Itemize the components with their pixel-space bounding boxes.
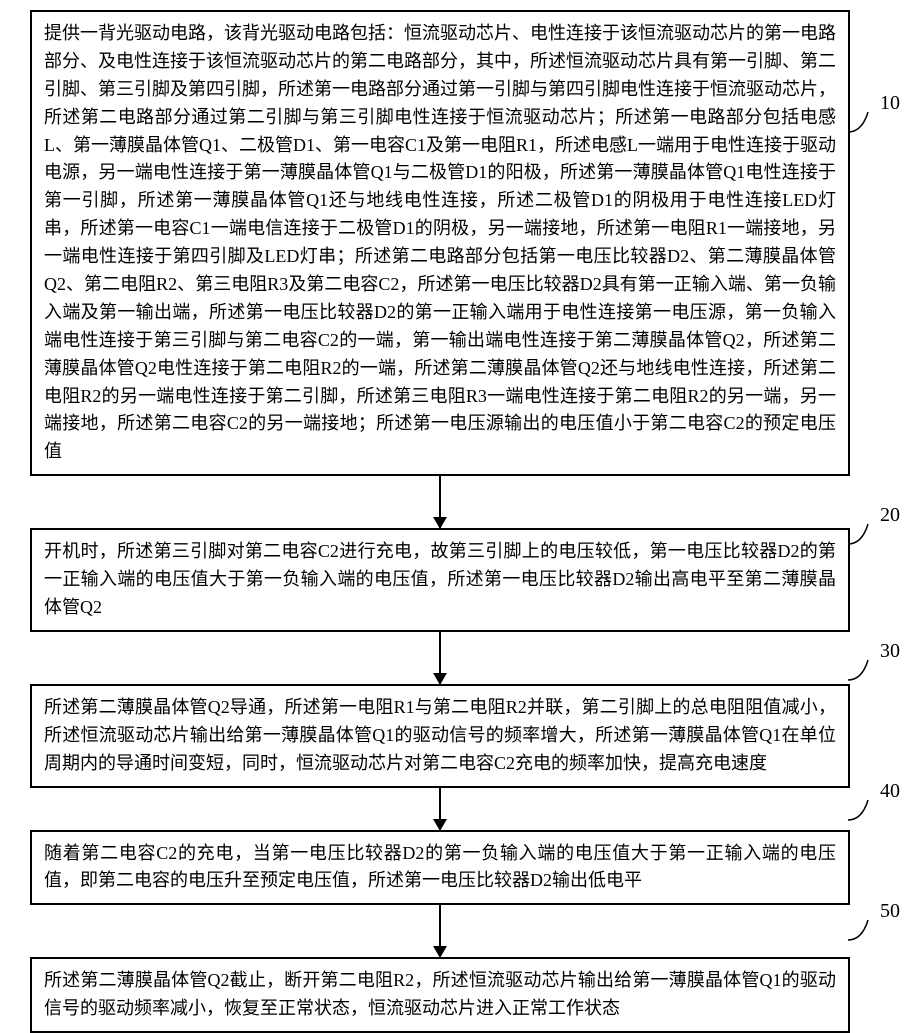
step-box-20: 开机时，所述第三引脚对第二电容C2进行充电，故第三引脚上的电压较低，第一电压比较… [30,528,850,632]
step-label-40: 40 [880,780,900,803]
step-label-30: 30 [880,640,900,663]
step-text: 提供一背光驱动电路，该背光驱动电路包括：恒流驱动芯片、电性连接于该恒流驱动芯片的… [44,23,836,461]
lead-line-40 [848,796,874,826]
step-label-text: 50 [880,900,900,922]
arrow-connector [439,905,441,957]
step-text: 随着第二电容C2的充电，当第一电压比较器D2的第一负输入端的电压值大于第一正输入… [44,843,836,891]
step-label-50: 50 [880,900,900,923]
step-box-30: 所述第二薄膜晶体管Q2导通，所述第一电阻R1与第二电阻R2并联，第二引脚上的总电… [30,684,850,788]
step-box-50: 所述第二薄膜晶体管Q2截止，断开第二电阻R2，所述恒流驱动芯片输出给第一薄膜晶体… [30,957,850,1033]
step-label-10: 10 [880,92,900,115]
arrow-connector [439,632,441,684]
arrow-connector [439,788,441,830]
step-label-text: 30 [880,640,900,662]
lead-line-20 [848,520,874,550]
step-text: 所述第二薄膜晶体管Q2导通，所述第一电阻R1与第二电阻R2并联，第二引脚上的总电… [44,697,836,773]
lead-line-50 [848,916,874,946]
lead-line-30 [848,656,874,686]
step-label-text: 10 [880,92,900,114]
step-label-text: 40 [880,780,900,802]
step-box-40: 随着第二电容C2的充电，当第一电压比较器D2的第一负输入端的电压值大于第一正输入… [30,830,850,906]
step-box-10: 提供一背光驱动电路，该背光驱动电路包括：恒流驱动芯片、电性连接于该恒流驱动芯片的… [30,10,850,476]
step-text: 开机时，所述第三引脚对第二电容C2进行充电，故第三引脚上的电压较低，第一电压比较… [44,541,836,617]
step-label-20: 20 [880,504,900,527]
step-text: 所述第二薄膜晶体管Q2截止，断开第二电阻R2，所述恒流驱动芯片输出给第一薄膜晶体… [44,970,836,1018]
flowchart-container: 提供一背光驱动电路，该背光驱动电路包括：恒流驱动芯片、电性连接于该恒流驱动芯片的… [30,10,850,1033]
lead-line-10 [848,108,874,138]
arrow-connector [439,476,441,528]
step-label-text: 20 [880,504,900,526]
